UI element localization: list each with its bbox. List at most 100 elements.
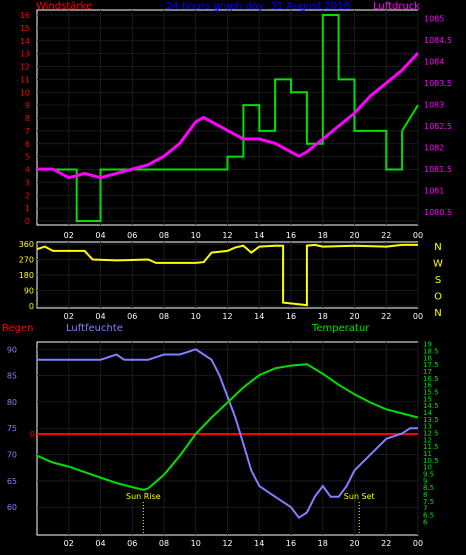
temperature-tick-label: 6.5 <box>423 511 434 519</box>
humidity-tick-label: 75 <box>7 424 17 433</box>
temperature-tick-label: 11 <box>423 450 432 458</box>
temperature-tick-label: 17.5 <box>423 361 439 369</box>
pressure-tick-label: 1085 <box>424 15 444 24</box>
temperature-tick-label: 15.5 <box>423 389 439 397</box>
wind-tick-label: 3 <box>25 178 30 187</box>
top-time-tick-label: 22 <box>381 231 391 240</box>
sunrise-label: Sun Rise <box>126 492 161 501</box>
pressure-tick-label: 1083 <box>424 101 444 110</box>
temperature-series <box>36 363 419 491</box>
pressure-tick-label: 1082.5 <box>424 122 452 131</box>
bottom-time-tick-label: 20 <box>349 539 359 548</box>
middle-time-axis: 02 04 06 08 10 12 14 16 18 20 22 00 <box>64 312 423 321</box>
wind-tick-label: 10 <box>20 88 30 97</box>
middle-time-tick-label: 10 <box>191 312 201 321</box>
temperature-tick-label: 7.5 <box>423 498 434 506</box>
middle-time-tick-label: 04 <box>95 312 105 321</box>
bottom-time-tick-label: 08 <box>159 539 169 548</box>
bottom-time-tick-label: 18 <box>318 539 328 548</box>
bottom-time-tick-label: 22 <box>381 539 391 548</box>
direction-tick-label: 90 <box>24 287 34 296</box>
compass-label: O <box>434 292 442 303</box>
direction-tick-label: 180 <box>19 271 34 280</box>
temperature-tick-label: 6 <box>423 518 428 526</box>
chart-title: 24 hours graph day, 31 August 2018 <box>166 1 350 12</box>
humidity-tick-label: 85 <box>7 372 17 381</box>
temperature-tick-label: 12.5 <box>423 430 439 438</box>
temperature-tick-label: 13.5 <box>423 416 439 424</box>
middle-time-tick-label: 22 <box>381 312 391 321</box>
pressure-tick-label: 1084.5 <box>424 36 452 45</box>
temperature-tick-label: 8.5 <box>423 484 434 492</box>
humidity-axis-label: Luftfeuchte <box>66 323 123 334</box>
bottom-grid <box>37 342 419 535</box>
top-time-tick-label: 10 <box>191 231 201 240</box>
top-grid <box>37 10 419 225</box>
temperature-tick-label: 9.5 <box>423 470 434 478</box>
middle-time-tick-label: 12 <box>222 312 232 321</box>
bottom-time-axis: 02 04 06 08 10 12 14 16 18 20 22 00 <box>64 539 423 548</box>
temperature-tick-label: 19 <box>423 341 432 349</box>
wind-tick-label: 2 <box>25 191 30 200</box>
direction-axis: 0 90 180 270 360 <box>19 240 34 311</box>
top-time-tick-label: 20 <box>349 231 359 240</box>
direction-tick-label: 270 <box>19 256 34 265</box>
sunset-label: Sun Set <box>344 492 375 501</box>
top-time-tick-label: 08 <box>159 231 169 240</box>
pressure-tick-label: 1083.5 <box>424 79 452 88</box>
top-time-tick-label: 06 <box>127 231 137 240</box>
bottom-time-tick-label: 16 <box>286 539 296 548</box>
middle-time-tick-label: 00 <box>413 312 423 321</box>
compass-label: W <box>433 259 443 270</box>
bottom-time-tick-label: 14 <box>254 539 264 548</box>
wind-tick-label: 5 <box>25 153 30 162</box>
temperature-tick-label: 17 <box>423 368 432 376</box>
temperature-tick-label: 15 <box>423 395 432 403</box>
rain-axis-tick: 0 <box>30 430 35 439</box>
middle-time-tick-label: 18 <box>318 312 328 321</box>
middle-time-tick-label: 14 <box>254 312 264 321</box>
bottom-time-tick-label: 04 <box>95 539 105 548</box>
top-time-tick-label: 02 <box>64 231 74 240</box>
wind-tick-label: 9 <box>25 101 30 110</box>
wind-tick-label: 0 <box>25 217 30 226</box>
temperature-tick-label: 12 <box>423 436 432 444</box>
wind-tick-label: 7 <box>25 127 30 136</box>
bottom-time-tick-label: 12 <box>222 539 232 548</box>
top-time-tick-label: 14 <box>254 231 264 240</box>
compass-label: N <box>434 242 441 253</box>
wind-tick-label: 13 <box>20 50 30 59</box>
top-time-tick-label: 18 <box>318 231 328 240</box>
wind-tick-label: 4 <box>25 166 30 175</box>
wind-tick-label: 14 <box>20 37 30 46</box>
middle-time-tick-label: 08 <box>159 312 169 321</box>
wind-tick-label: 1 <box>25 204 30 213</box>
compass-label: S <box>435 275 441 286</box>
temperature-tick-label: 16.5 <box>423 375 439 383</box>
pressure-tick-label: 1080.5 <box>424 208 452 217</box>
temperature-tick-label: 14.5 <box>423 402 439 410</box>
temperature-axis-label: Temperatur <box>311 323 370 334</box>
wind-axis-label: Windstärke <box>36 1 92 12</box>
temperature-tick-label: 18 <box>423 354 432 362</box>
bottom-time-tick-label: 02 <box>64 539 74 548</box>
pressure-axis-label: Luftdruck <box>373 1 420 12</box>
wind-tick-label: 12 <box>20 63 30 72</box>
pressure-series <box>37 51 420 180</box>
humidity-series <box>37 348 418 520</box>
humidity-axis: 60 65 70 75 80 85 90 <box>7 345 17 512</box>
bottom-time-tick-label: 00 <box>413 539 423 548</box>
pressure-tick-label: 1081.5 <box>424 165 452 174</box>
middle-time-tick-label: 06 <box>127 312 137 321</box>
middle-time-tick-label: 16 <box>286 312 296 321</box>
temperature-tick-label: 7 <box>423 505 427 513</box>
temperature-tick-label: 10 <box>423 464 432 472</box>
wind-tick-label: 6 <box>25 140 30 149</box>
rain-axis-label: Regen <box>2 323 34 334</box>
wind-tick-label: 8 <box>25 114 30 123</box>
bottom-time-tick-label: 06 <box>127 539 137 548</box>
